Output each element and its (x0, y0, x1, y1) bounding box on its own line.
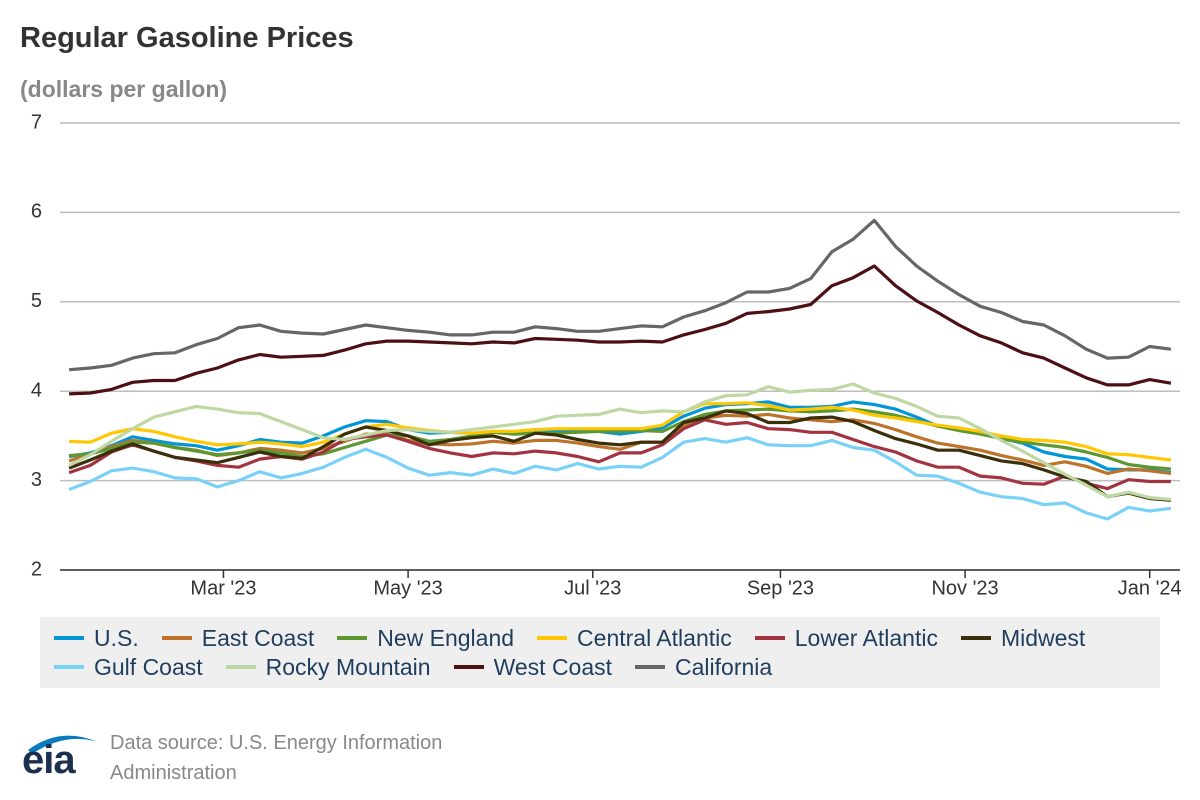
legend-item: West Coast (453, 653, 613, 680)
legend-swatch (54, 665, 84, 669)
legend-swatch (54, 636, 84, 640)
legend-item: Gulf Coast (54, 654, 203, 680)
series-line (69, 264, 1172, 396)
logo-swoosh-path (28, 735, 98, 754)
legend-item: Central Atlantic (537, 625, 732, 651)
y-tick-label: 7 (31, 111, 42, 133)
x-tick-label: May '23 (373, 577, 442, 599)
legend-label: West Coast (493, 653, 613, 680)
legend-swatch (337, 636, 368, 640)
y-tick-label: 2 (31, 558, 42, 580)
legend-item: Lower Atlantic (754, 624, 938, 651)
legend-item: New England (337, 625, 514, 651)
logo-swoosh (28, 735, 98, 754)
legend-item: Midwest (960, 624, 1086, 651)
legend-item: Rocky Mountain (225, 653, 431, 680)
legend-label: Rocky Mountain (265, 653, 431, 680)
legend-label: California (675, 653, 773, 680)
y-tick-label: 4 (31, 379, 42, 401)
legend-swatch (453, 665, 484, 669)
legend-item: U.S. (54, 625, 139, 651)
legend-label: Gulf Coast (94, 653, 203, 680)
y-tick-label: 6 (31, 201, 42, 223)
chart-subtitle: (dollars per gallon) (20, 76, 228, 102)
legend-swatch (537, 636, 568, 640)
legend: U.S. East Coast New England Central Atlanti… (40, 617, 1160, 688)
source-note: Data source: U.S. Energy Information Adm… (110, 732, 443, 784)
legend-swatch (635, 665, 666, 669)
series-line (68, 382, 1172, 501)
legend-item: East Coast (161, 624, 315, 651)
series-line (68, 418, 1171, 491)
series-line (68, 407, 1172, 471)
legend-label: Central Atlantic (577, 624, 732, 651)
legend-swatch (754, 636, 785, 640)
legend-swatch (225, 665, 256, 669)
x-tick-label: Mar '23 (190, 577, 256, 599)
legend-label: East Coast (201, 624, 315, 651)
legend-swatch (161, 636, 192, 640)
series-line (68, 436, 1172, 521)
x-tick-label: Jan '24 (1118, 577, 1182, 599)
series-line (68, 409, 1172, 502)
logo: eia (22, 738, 76, 782)
chart-title: Regular Gasoline Prices (20, 22, 354, 54)
legend-swatch (960, 636, 991, 640)
legend-label: U.S. (94, 624, 139, 651)
legend-label: New England (377, 624, 515, 651)
legend-label: Lower Atlantic (794, 624, 938, 651)
legend-item: California (635, 654, 772, 680)
x-tick-label: Jul '23 (564, 577, 621, 599)
legend-label: Midwest (1000, 624, 1086, 651)
y-tick-label: 5 (31, 290, 42, 312)
x-tick-label: Sep '23 (747, 577, 814, 599)
x-tick-label: Nov '23 (931, 577, 998, 599)
y-tick-label: 3 (31, 469, 42, 491)
series-line (68, 218, 1172, 372)
